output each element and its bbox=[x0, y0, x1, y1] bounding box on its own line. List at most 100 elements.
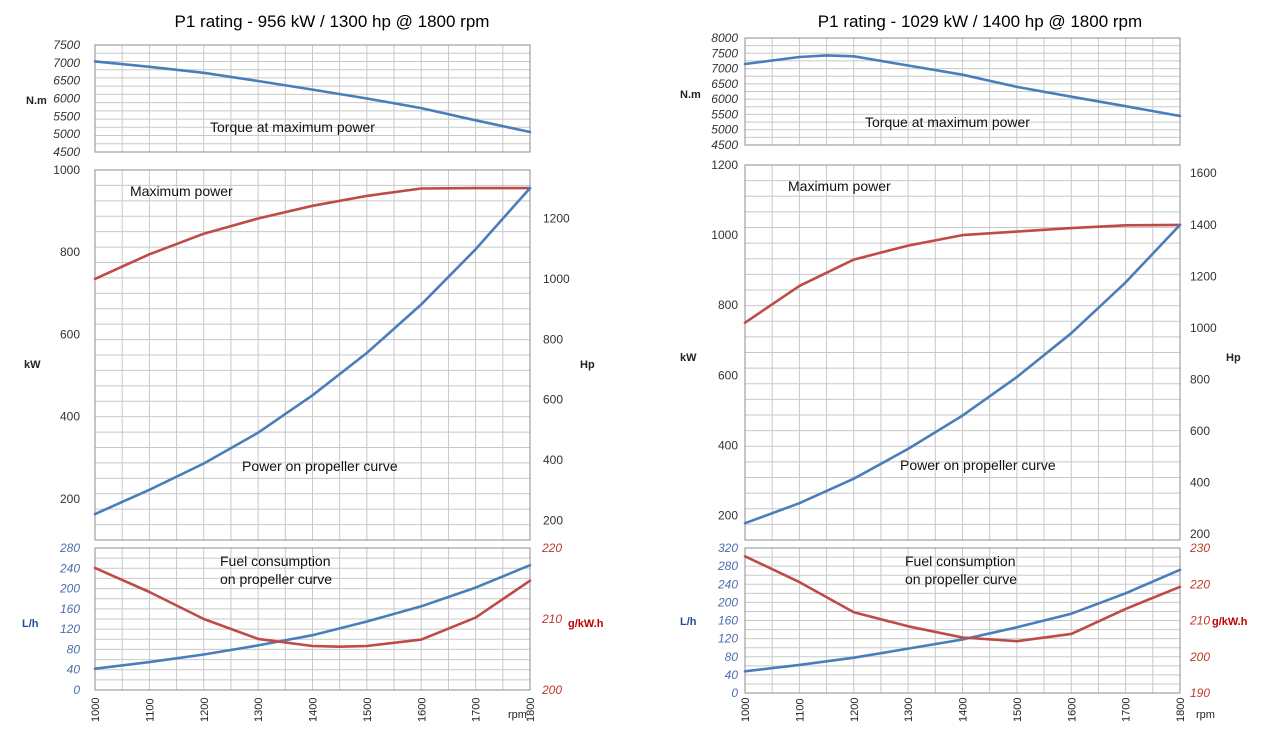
panel-fuel: 0 40 80 120 160 200 240 280 320 L/h 190 200 210 220 23… bbox=[680, 541, 1248, 700]
series-line-blue bbox=[93, 563, 532, 671]
series-line-red bbox=[743, 223, 1182, 325]
x-tick-label: 1200 bbox=[849, 698, 861, 722]
left-tick-label: 600 bbox=[60, 327, 80, 341]
left-tick-label: 240 bbox=[717, 577, 738, 591]
left-tick-label: 280 bbox=[717, 559, 738, 573]
left-tick-label: 7000 bbox=[53, 56, 80, 70]
right-tick-label: 1000 bbox=[543, 272, 570, 286]
chart-1: P1 rating - 956 kW / 1300 hp @ 1800 rpm 4… bbox=[22, 12, 604, 722]
right-tick-label: 220 bbox=[1189, 577, 1210, 591]
left-tick-label: 6000 bbox=[711, 92, 738, 106]
right-axis-unit: Hp bbox=[580, 359, 595, 371]
right-tick-label: 200 bbox=[541, 683, 562, 697]
x-tick-label: 1800 bbox=[525, 698, 537, 722]
x-tick-label: 1100 bbox=[794, 698, 806, 722]
annotation-label: on propeller curve bbox=[220, 571, 332, 587]
x-tick-label: 1400 bbox=[958, 698, 970, 722]
right-tick-label: 230 bbox=[1189, 541, 1210, 555]
x-tick-label: 1000 bbox=[740, 698, 752, 722]
x-tick-label: 1600 bbox=[1066, 698, 1078, 722]
grid bbox=[744, 547, 1181, 694]
left-tick-label: 7500 bbox=[53, 38, 80, 52]
annotation-label: Fuel consumption bbox=[905, 553, 1016, 569]
annotation-propeller-curve: Power on propeller curve bbox=[242, 458, 398, 474]
left-tick-label: 800 bbox=[718, 298, 738, 312]
annotation-max-power: Maximum power bbox=[788, 178, 891, 194]
series-line-red bbox=[93, 566, 532, 649]
right-tick-label: 800 bbox=[1190, 372, 1210, 386]
x-tick-label: 1800 bbox=[1175, 698, 1187, 722]
left-tick-label: 240 bbox=[59, 561, 80, 575]
left-axis-unit: N.m bbox=[26, 95, 47, 107]
right-tick-label: 1200 bbox=[1190, 269, 1217, 283]
left-tick-label: 5500 bbox=[53, 109, 80, 123]
annotation-label: on propeller curve bbox=[905, 571, 1017, 587]
right-tick-label: 210 bbox=[541, 612, 562, 626]
series-line-blue bbox=[743, 568, 1182, 673]
left-axis-unit: N.m bbox=[680, 89, 701, 101]
left-tick-label: 5500 bbox=[711, 107, 738, 121]
plot-frame bbox=[744, 164, 1181, 541]
left-axis-unit: kW bbox=[680, 352, 697, 364]
left-tick-label: 6500 bbox=[53, 74, 80, 88]
left-tick-label: 800 bbox=[60, 245, 80, 259]
left-tick-label: 80 bbox=[67, 642, 81, 656]
annotation-propeller-curve: Power on propeller curve bbox=[900, 457, 1056, 473]
right-tick-label: 1000 bbox=[1190, 321, 1217, 335]
right-tick-label: 400 bbox=[1190, 476, 1210, 490]
right-tick-label: 220 bbox=[541, 541, 562, 555]
series-line-blue bbox=[93, 186, 532, 516]
right-tick-label: 200 bbox=[543, 514, 563, 528]
left-tick-label: 5000 bbox=[711, 123, 738, 137]
x-tick-label: 1400 bbox=[308, 698, 320, 722]
x-axis-unit: rpm bbox=[1196, 709, 1215, 721]
x-tick-label: 1700 bbox=[1121, 698, 1133, 722]
left-tick-label: 6500 bbox=[711, 77, 738, 91]
plot-frame bbox=[744, 547, 1181, 694]
right-tick-label: 200 bbox=[1189, 650, 1210, 664]
left-tick-label: 120 bbox=[60, 622, 80, 636]
panel-torque: 4500 5000 5500 6000 6500 7000 7500 N.m Torque at… bbox=[26, 38, 532, 159]
left-axis-unit: kW bbox=[24, 359, 41, 371]
right-tick-label: 190 bbox=[1190, 686, 1210, 700]
left-tick-label: 200 bbox=[717, 595, 738, 609]
left-tick-label: 600 bbox=[718, 368, 738, 382]
left-tick-label: 40 bbox=[725, 668, 739, 682]
left-tick-label: 400 bbox=[60, 410, 80, 424]
series-line-blue bbox=[743, 54, 1182, 118]
left-axis-unit: L/h bbox=[22, 618, 39, 630]
x-tick-label: 1200 bbox=[199, 698, 211, 722]
left-tick-label: 120 bbox=[718, 632, 738, 646]
chart-2: P1 rating - 1029 kW / 1400 hp @ 1800 rpm… bbox=[680, 12, 1248, 722]
panel-power: 200 400 600 800 1000 1200 kW 200 400 600 800 1000 12… bbox=[680, 158, 1241, 541]
panel-fuel: 0 40 80 120 160 200 240 280 L/h 200 210 220 g/kW.h Fu… bbox=[22, 541, 604, 697]
left-tick-label: 80 bbox=[725, 650, 739, 664]
plot-frame bbox=[94, 44, 531, 153]
x-tick-label: 1000 bbox=[90, 698, 102, 722]
left-tick-label: 1000 bbox=[711, 228, 738, 242]
left-tick-label: 160 bbox=[60, 602, 80, 616]
x-tick-label: 1100 bbox=[144, 698, 156, 722]
x-tick-label: 1700 bbox=[471, 698, 483, 722]
left-tick-label: 0 bbox=[73, 683, 80, 697]
chart-title: P1 rating - 1029 kW / 1400 hp @ 1800 rpm bbox=[818, 12, 1142, 31]
chart-title: P1 rating - 956 kW / 1300 hp @ 1800 rpm bbox=[175, 12, 490, 31]
left-tick-label: 1200 bbox=[711, 158, 738, 172]
grid bbox=[94, 44, 531, 153]
left-tick-label: 160 bbox=[718, 614, 738, 628]
left-tick-label: 6000 bbox=[53, 92, 80, 106]
left-tick-label: 8000 bbox=[711, 31, 738, 45]
left-tick-label: 320 bbox=[718, 541, 738, 555]
right-axis-unit: Hp bbox=[1226, 352, 1241, 364]
left-tick-label: 1000 bbox=[53, 163, 80, 177]
right-tick-label: 210 bbox=[1189, 614, 1210, 628]
left-tick-label: 40 bbox=[67, 663, 81, 677]
annotation-label: Fuel consumption bbox=[220, 553, 331, 569]
grid bbox=[94, 547, 531, 691]
plot-frame bbox=[94, 547, 531, 691]
x-tick-label: 1300 bbox=[253, 698, 265, 722]
annotation-max-power: Maximum power bbox=[130, 183, 233, 199]
